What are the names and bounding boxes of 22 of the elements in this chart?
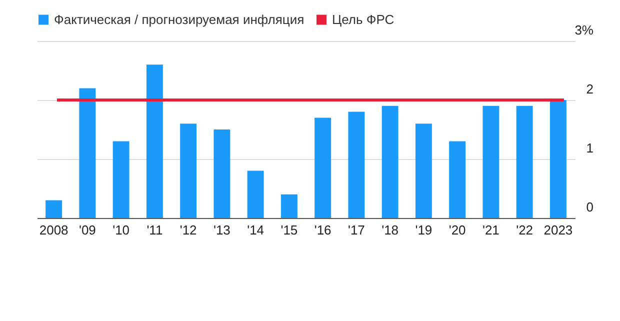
legend-label: Цель ФРС: [332, 12, 394, 27]
x-tick-label: '17: [348, 222, 365, 238]
x-tick-label: '21: [482, 222, 500, 238]
y-tick-label: 2: [586, 82, 594, 96]
x-tick-label: '12: [180, 222, 197, 238]
x-tick-label: '11: [146, 222, 163, 238]
x-tick-label: '09: [78, 222, 96, 238]
x-tick-label: 2008: [39, 222, 68, 238]
x-tick-label: '13: [213, 222, 230, 238]
x-tick-label: '10: [112, 222, 130, 238]
legend-label: Фактическая / прогнозируемая инфляция: [54, 12, 304, 27]
x-tick-label: '18: [382, 222, 399, 238]
x-tick-label: '20: [448, 222, 466, 238]
y-tick-label: 3%: [574, 22, 594, 38]
y-tick-label: 1: [586, 140, 594, 156]
x-tick-label: '19: [415, 222, 432, 238]
x-tick-label: '15: [280, 222, 298, 238]
y-tick-label: 0: [586, 200, 594, 214]
x-tick-label: '22: [516, 222, 534, 238]
x-tick-label: '14: [247, 222, 264, 238]
x-tick-label: 2023: [544, 222, 573, 238]
x-tick-label: '16: [314, 222, 332, 238]
